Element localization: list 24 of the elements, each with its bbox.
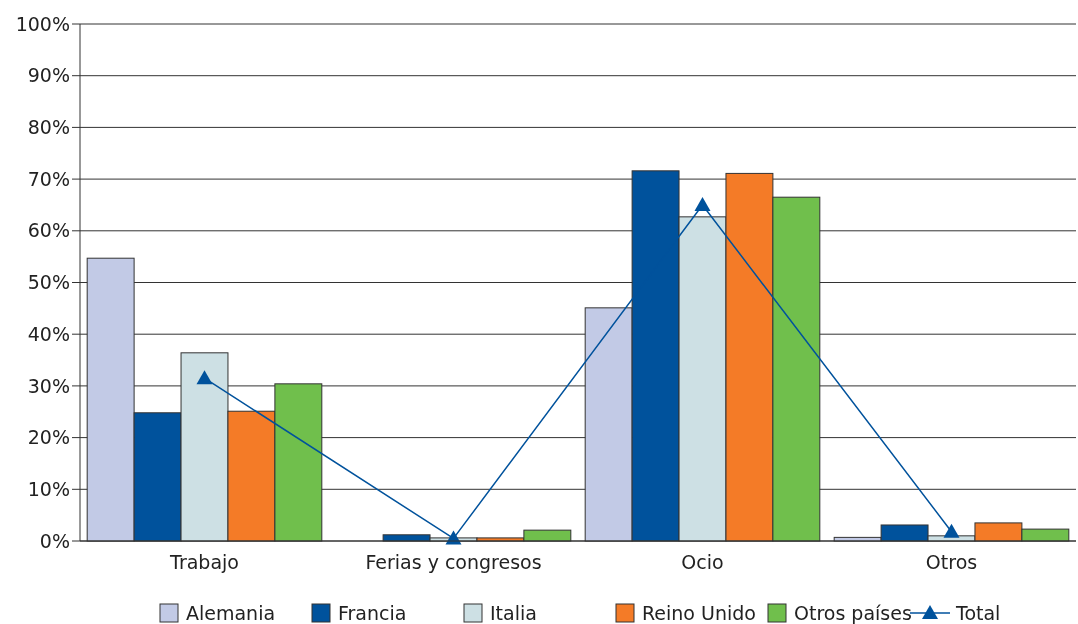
legend-label: Reino Unido: [642, 601, 756, 624]
x-tick-label: Ferias y congresos: [365, 551, 542, 573]
legend-label: Alemania: [186, 601, 276, 624]
y-tick-label: 60%: [27, 219, 70, 242]
point: [694, 196, 711, 211]
y-tick-label: 70%: [27, 167, 70, 190]
legend-label: Otros países: [794, 601, 912, 624]
point: [943, 523, 960, 538]
legend-label: Total: [955, 601, 1001, 624]
y-tick-label: 30%: [27, 374, 70, 397]
y-tick-label: 80%: [27, 116, 70, 139]
y-tick-label: 50%: [27, 271, 70, 294]
y-tick-label: 100%: [15, 12, 70, 35]
legend-label: Italia: [490, 601, 537, 624]
y-tick-label: 40%: [27, 322, 70, 345]
x-tick-label: Trabajo: [169, 551, 239, 573]
y-tick-label: 20%: [27, 426, 70, 449]
x-tick-label: Ocio: [681, 551, 724, 573]
y-tick-label: 10%: [27, 477, 70, 500]
y-tick-label: 0%: [39, 529, 70, 552]
y-tick-label: 90%: [27, 64, 70, 87]
x-tick-label: Otros: [925, 551, 978, 573]
legend-label: Francia: [338, 601, 407, 624]
point: [196, 370, 213, 385]
